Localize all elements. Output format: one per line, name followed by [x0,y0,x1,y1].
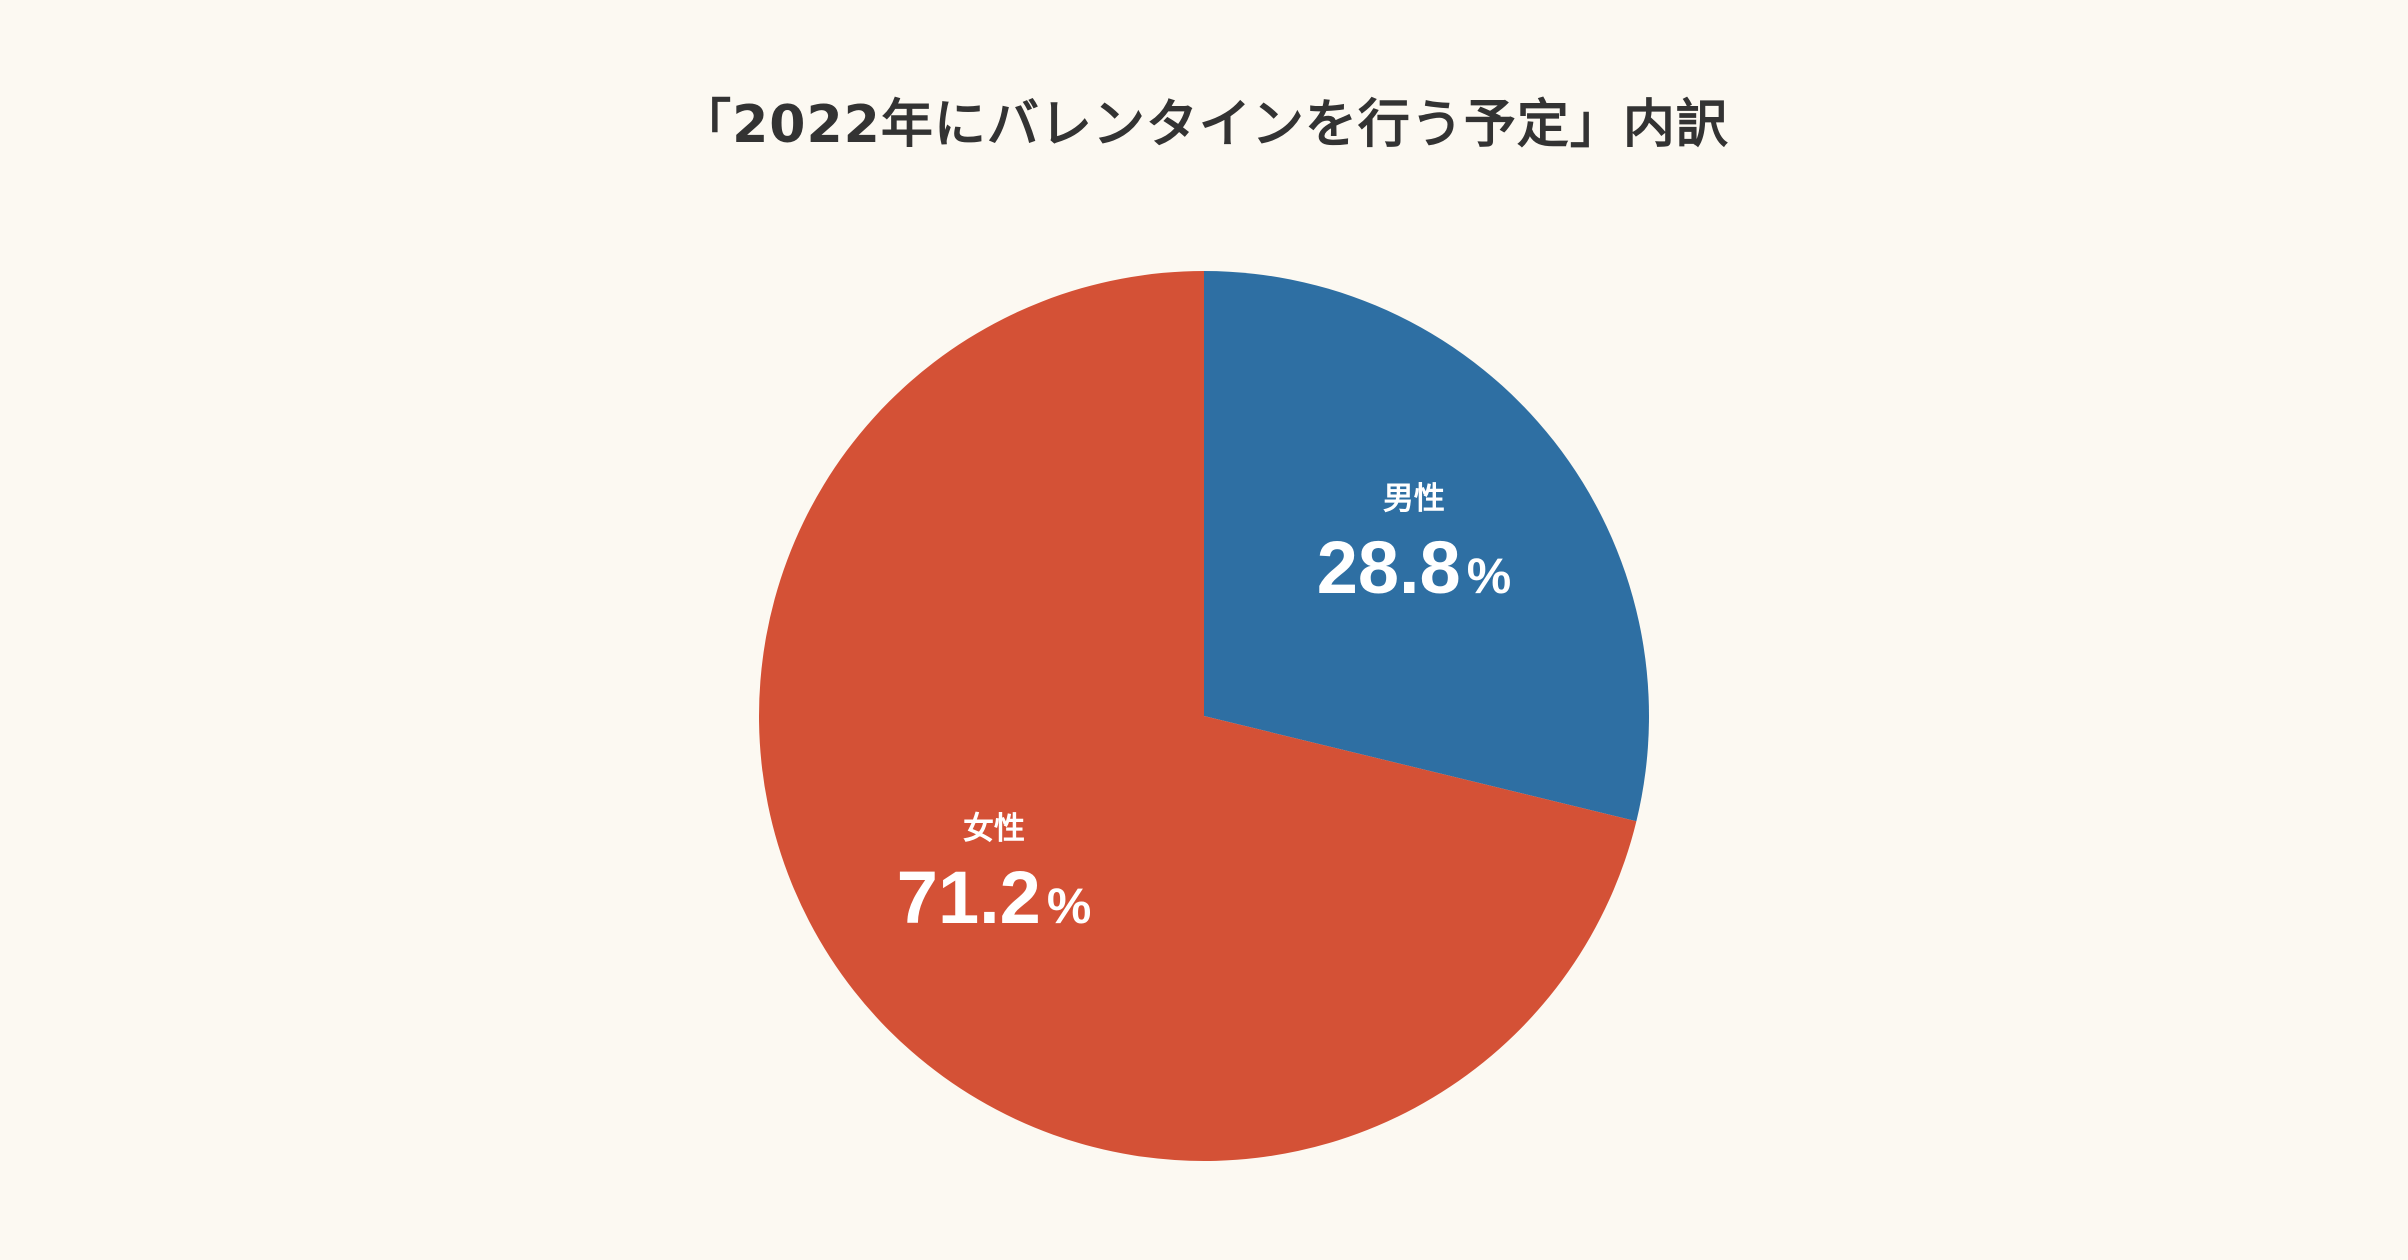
slice-label-0: 男性 [1383,481,1445,517]
slice-value-0: 28.8% [1317,526,1512,609]
pie-slice-1 [759,271,1637,1161]
slice-label-1: 女性 [963,811,1025,847]
slice-value-1: 71.2% [897,856,1092,939]
chart-title: 「2022年にバレンタインを行う予定」内訳 [679,95,1729,155]
slice-value-number-1: 71.2 [897,856,1041,939]
pie-slice-0 [1204,271,1650,822]
slice-value-unit-0: % [1467,548,1511,604]
slice-value-number-0: 28.8 [1317,526,1461,609]
labels-layer: 男性 28.8 % 女性 71.2% [897,481,1511,939]
slice-value-unit-1: % [1047,878,1091,934]
slices-layer [759,271,1650,1161]
